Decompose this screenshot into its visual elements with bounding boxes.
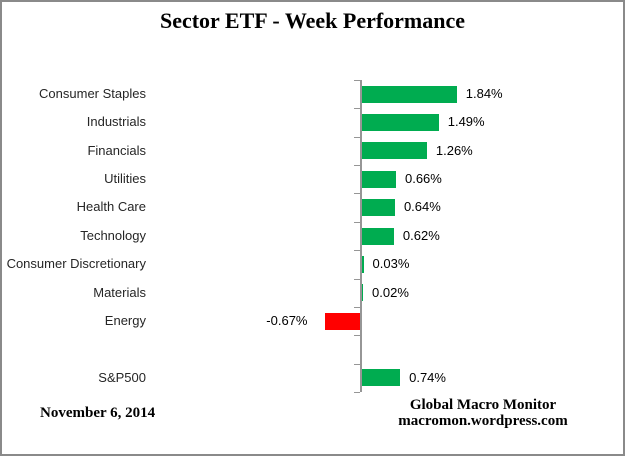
value-label-consumer-staples: 1.84% bbox=[465, 86, 503, 101]
bar-financials bbox=[362, 142, 427, 160]
bar-health-care bbox=[362, 199, 395, 217]
bar-energy bbox=[325, 312, 360, 330]
value-label-energy: -0.67% bbox=[266, 312, 308, 328]
bar-consumer-discretionary bbox=[362, 255, 364, 273]
axis-tick bbox=[354, 165, 360, 166]
footer-date: November 6, 2014 bbox=[40, 405, 156, 421]
bar-materials bbox=[362, 284, 364, 302]
axis-tick bbox=[354, 250, 360, 251]
axis-tick bbox=[354, 222, 360, 223]
value-label-consumer-discretionary: 0.03% bbox=[372, 256, 410, 272]
value-label-industrials: 1.49% bbox=[447, 114, 485, 130]
axis-tick bbox=[354, 193, 360, 194]
value-label-financials: 1.26% bbox=[435, 142, 473, 158]
category-label-materials: Materials bbox=[93, 284, 146, 300]
axis-tick bbox=[354, 335, 360, 336]
category-label-utilities: Utilities bbox=[104, 171, 146, 187]
chart-title: Sector ETF - Week Performance bbox=[159, 8, 466, 33]
value-axis-line bbox=[360, 80, 362, 392]
category-label-health-care: Health Care bbox=[76, 199, 146, 215]
category-label-energy: Energy bbox=[104, 312, 146, 328]
bar-utilities bbox=[362, 170, 396, 188]
value-label-materials: 0.02% bbox=[372, 284, 409, 300]
footer-source: Global Macro Monitor macromon.wordpress.… bbox=[333, 397, 625, 429]
source-url: macromon.wordpress.com bbox=[398, 412, 568, 429]
value-label-health-care: 0.64% bbox=[403, 199, 441, 215]
bar-industrials bbox=[362, 114, 439, 132]
axis-tick bbox=[354, 137, 360, 138]
bar-technology bbox=[362, 227, 394, 245]
axis-tick bbox=[354, 279, 360, 280]
value-label-technology: 0.62% bbox=[402, 227, 440, 243]
bar-consumer-staples bbox=[362, 85, 457, 103]
bar-s-p500 bbox=[362, 369, 401, 387]
category-label-financials: Financials bbox=[87, 142, 146, 158]
axis-tick bbox=[354, 108, 360, 109]
axis-tick bbox=[354, 307, 360, 308]
axis-tick bbox=[354, 80, 360, 81]
axis-tick bbox=[354, 392, 360, 393]
category-label-technology: Technology bbox=[80, 227, 146, 243]
axis-tick bbox=[354, 364, 360, 365]
category-label-s-p500: S&P500 bbox=[98, 369, 146, 385]
value-label-s-p500: 0.74% bbox=[409, 369, 446, 385]
value-label-utilities: 0.66% bbox=[404, 171, 442, 187]
source-name: Global Macro Monitor bbox=[409, 397, 557, 413]
category-label-industrials: Industrials bbox=[86, 114, 146, 130]
category-label-consumer-discretionary: Consumer Discretionary bbox=[6, 256, 146, 272]
category-label-consumer-staples: Consumer Staples bbox=[39, 86, 146, 101]
